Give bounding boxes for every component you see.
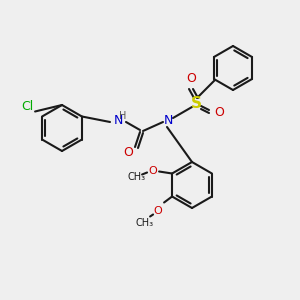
Text: CH₃: CH₃ xyxy=(135,218,153,227)
Text: O: O xyxy=(149,166,158,176)
Text: N: N xyxy=(113,113,123,127)
Text: O: O xyxy=(123,146,133,160)
Text: H: H xyxy=(119,111,127,121)
Text: CH₃: CH₃ xyxy=(127,172,145,182)
Text: S: S xyxy=(190,95,202,110)
Text: O: O xyxy=(214,106,224,118)
Text: Cl: Cl xyxy=(21,100,33,113)
Text: O: O xyxy=(154,206,163,217)
Text: O: O xyxy=(186,73,196,85)
Text: N: N xyxy=(163,115,173,128)
